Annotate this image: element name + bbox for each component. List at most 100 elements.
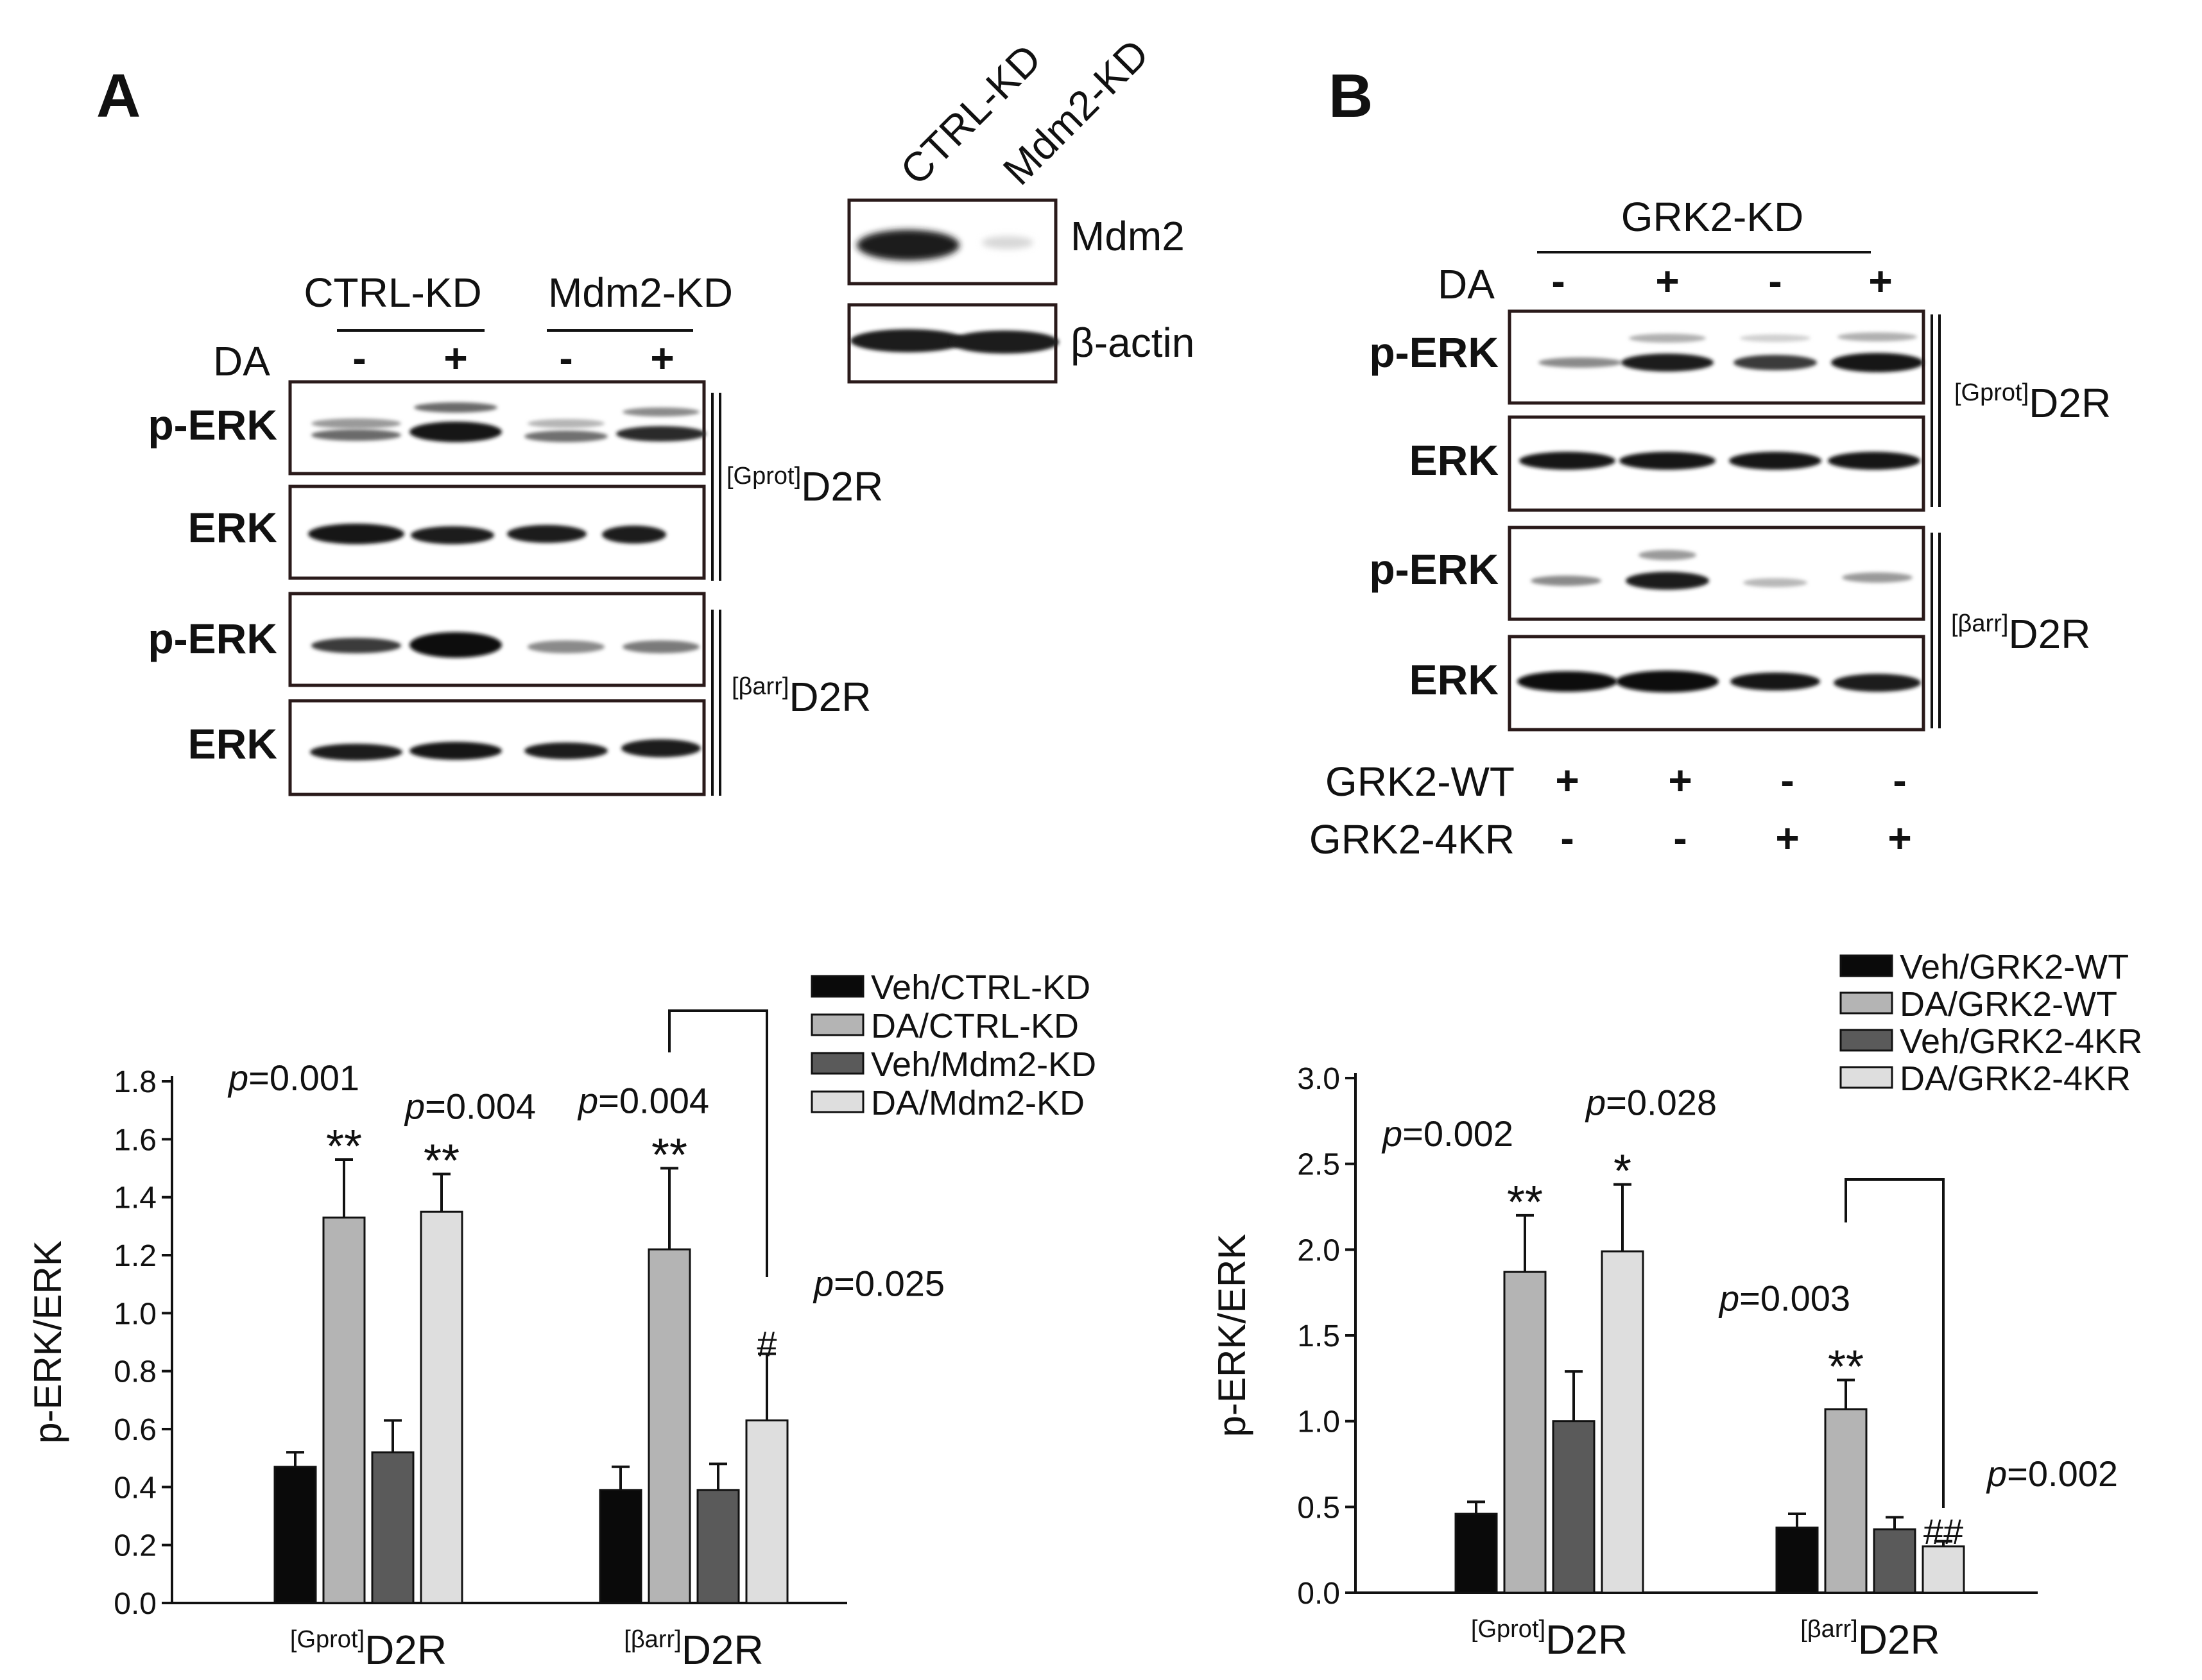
y-tick-label: 1.6: [114, 1123, 157, 1157]
grk2-wt-label: GRK2-WT: [1325, 759, 1515, 805]
grk2-wt-sign: -: [1780, 757, 1794, 803]
legend-label: DA/GRK2-WT: [1900, 985, 2117, 1024]
legend-label: DA/GRK2-4KR: [1900, 1059, 2131, 1098]
grk2-wt-sign: +: [1555, 757, 1579, 803]
legend-swatch: [1839, 991, 1893, 1015]
band: [524, 742, 608, 759]
p-value-label: p=0.002: [1381, 1113, 1513, 1154]
row-label-erk: ERK: [188, 504, 278, 551]
y-tick-label: 0.8: [114, 1355, 157, 1389]
row-label-perk: p-ERK: [1369, 545, 1499, 593]
bar: [371, 1451, 415, 1604]
row-label-erk: ERK: [1409, 656, 1499, 703]
significance-marker: *: [1613, 1146, 1631, 1197]
x-category-label: [βarr]D2R: [1800, 1616, 1940, 1663]
significance-marker: ##: [1923, 1511, 1963, 1552]
row-label-perk: p-ERK: [148, 615, 277, 662]
band: [409, 742, 502, 760]
panel-a-blot: CTRL-KD Mdm2-KD DA - + - + p-ERK ERK [Gp…: [148, 270, 883, 796]
panel-letter-b: B: [1329, 62, 1373, 130]
da-label: DA: [1438, 261, 1495, 307]
band: [621, 739, 701, 757]
y-tick-label: 1.4: [114, 1181, 157, 1215]
band: [507, 525, 587, 543]
band: [1729, 452, 1821, 470]
bar-chart-a: 0.0 0.2 0.4 0.6 0.8 1.0 1.2 1.4 1.6 1.8 p-ERK/ERK […: [26, 968, 1096, 1673]
y-axis-label: p-ERK/ERK: [26, 1240, 69, 1444]
band: [311, 418, 401, 429]
da-label: DA: [213, 338, 270, 384]
legend-label: Veh/GRK2-4KR: [1900, 1022, 2142, 1061]
panel-letter-a: A: [96, 62, 141, 130]
y-tick-label: 0.6: [114, 1413, 157, 1447]
band: [1639, 550, 1696, 560]
bar: [322, 1216, 366, 1604]
band: [623, 407, 700, 416]
p-value-label: p=0.004: [577, 1081, 709, 1121]
band: [1621, 354, 1714, 372]
da-sign: +: [1868, 258, 1892, 304]
y-tick-label: 1.0: [1297, 1405, 1340, 1439]
y-tick-label: 0.2: [114, 1529, 157, 1563]
bar: [1775, 1526, 1819, 1594]
da-sign: +: [1655, 258, 1679, 304]
legend-label: Veh/Mdm2-KD: [871, 1045, 1096, 1084]
band: [1834, 674, 1921, 692]
x-category-label: [Gprot]D2R: [290, 1626, 447, 1673]
legend-swatch: [1839, 1066, 1893, 1089]
band: [1519, 452, 1615, 470]
band: [528, 419, 605, 428]
p-value-label: p=0.028: [1585, 1083, 1717, 1123]
bar: [648, 1248, 691, 1604]
p-value-label: p=0.004: [404, 1086, 536, 1127]
band: [1517, 671, 1617, 692]
band: [1733, 355, 1817, 370]
receptor-label-barr: [βarr]D2R: [1951, 610, 2090, 657]
grk2-4kr-sign: -: [1673, 815, 1687, 861]
bar: [1552, 1420, 1596, 1594]
receptor-label-gprot: [Gprot]D2R: [727, 463, 883, 510]
mdm2-faint-band: [982, 236, 1033, 249]
actin-band: [950, 330, 1059, 354]
da-sign: -: [559, 335, 572, 381]
mdm2-check-blot: CTRL-KD Mdm2-KD Mdm2 β-actin: [847, 30, 1194, 384]
band: [310, 744, 402, 760]
p-value-label: p=0.003: [1718, 1278, 1850, 1319]
y-tick-label: 0.0: [1297, 1577, 1340, 1611]
y-axis-label: p-ERK/ERK: [1210, 1234, 1253, 1437]
comparison-bracket: [1845, 1178, 1945, 1508]
bar: [1503, 1271, 1547, 1594]
group-label-mdm2-kd: Mdm2-KD: [548, 270, 733, 316]
receptor-label-gprot: [Gprot]D2R: [1954, 379, 2111, 426]
band: [1538, 357, 1622, 368]
band: [308, 524, 404, 544]
band: [1629, 334, 1706, 343]
significance-marker: **: [1828, 1342, 1864, 1393]
da-sign: +: [650, 335, 674, 381]
actin-band: [850, 329, 966, 352]
band: [1619, 452, 1716, 470]
legend-label: DA/Mdm2-KD: [871, 1084, 1085, 1122]
comparison-bracket: [668, 1009, 768, 1277]
legend-label: Veh/CTRL-KD: [871, 968, 1090, 1007]
significance-marker: **: [326, 1121, 362, 1172]
band: [1616, 671, 1719, 692]
band: [1743, 578, 1807, 587]
group-label-ctrl-kd: CTRL-KD: [304, 270, 481, 316]
band: [414, 402, 497, 413]
band: [1626, 572, 1709, 590]
y-tick-label: 1.0: [114, 1297, 157, 1331]
y-tick-label: 0.4: [114, 1471, 157, 1505]
bar: [420, 1210, 463, 1604]
significance-marker: **: [1507, 1177, 1543, 1228]
band: [1842, 572, 1913, 583]
bar-chart-b: 0.0 0.5 1.0 1.5 2.0 2.5 3.0 p-ERK/ERK [Gprot]D2R…: [1210, 948, 2142, 1663]
grk2-4kr-sign: +: [1888, 815, 1911, 861]
row-label-perk: p-ERK: [1369, 329, 1499, 376]
significance-marker: **: [424, 1136, 460, 1187]
significance-marker: #: [757, 1324, 777, 1364]
band: [311, 638, 401, 653]
mdm2-band: [857, 230, 959, 261]
bar: [1601, 1250, 1644, 1594]
